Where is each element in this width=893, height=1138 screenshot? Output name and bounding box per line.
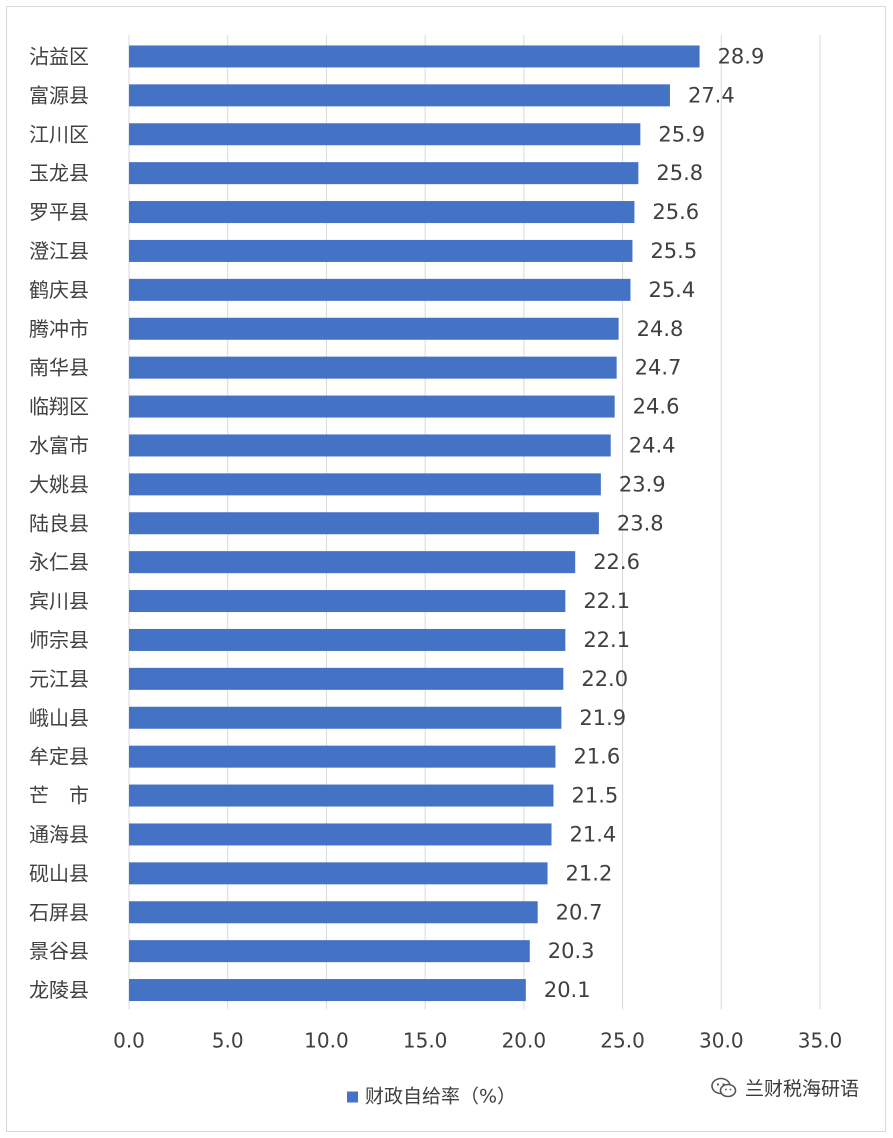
- data-label: 23.9: [619, 472, 666, 496]
- data-label: 25.8: [656, 161, 703, 185]
- bar: [129, 84, 670, 107]
- x-tick-label: 30.0: [699, 1029, 744, 1053]
- bar: [129, 628, 566, 651]
- category-label: 富源县: [29, 83, 89, 107]
- data-label: 24.6: [633, 395, 680, 419]
- data-label: 28.9: [718, 44, 765, 68]
- category-label: 永仁县: [29, 550, 89, 574]
- bar: [129, 862, 548, 885]
- data-label: 21.5: [571, 784, 618, 808]
- x-tick-label: 15.0: [403, 1029, 448, 1053]
- bar: [129, 201, 635, 224]
- bar: [129, 317, 619, 340]
- category-label: 元江县: [29, 667, 89, 691]
- data-label: 27.4: [688, 83, 735, 107]
- category-label: 砚山县: [29, 861, 89, 885]
- category-label: 江川区: [29, 122, 89, 146]
- wechat-icon: [711, 1077, 737, 1097]
- bar: [129, 123, 641, 146]
- data-label: 20.3: [548, 939, 595, 963]
- watermark-text: 兰财税海研语: [744, 1078, 859, 1100]
- category-label: 腾冲市: [29, 317, 89, 341]
- data-label: 22.0: [581, 667, 628, 691]
- category-label: 临翔区: [29, 395, 89, 419]
- bar: [129, 940, 530, 963]
- bar: [129, 162, 639, 185]
- data-label: 21.6: [573, 745, 620, 769]
- bar: [129, 434, 611, 457]
- legend-swatch: [347, 1091, 358, 1103]
- category-label: 芒 市: [29, 784, 89, 808]
- legend-label: 财政自给率（%）: [365, 1086, 516, 1108]
- data-label: 20.7: [556, 900, 603, 924]
- bar: [129, 239, 633, 262]
- x-tick-label: 10.0: [304, 1029, 349, 1053]
- bar: [129, 278, 631, 301]
- category-label: 澄江县: [29, 239, 89, 263]
- category-label: 通海县: [29, 822, 89, 846]
- bar: [129, 512, 599, 535]
- data-label: 23.8: [617, 511, 664, 535]
- bar: [129, 706, 562, 729]
- bar-chart: 沾益区 28.9 富源县 27.4 江川区 25.9 玉龙县 25.8 罗平县 25.6 澄江县 25…: [29, 35, 843, 1108]
- data-label: 20.1: [544, 978, 591, 1002]
- data-label: 25.5: [650, 239, 697, 263]
- data-label: 25.4: [648, 278, 695, 302]
- bar: [129, 979, 526, 1002]
- bar: [129, 356, 617, 379]
- category-label: 大姚县: [29, 472, 89, 496]
- category-label: 景谷县: [29, 939, 89, 963]
- bar: [129, 473, 601, 496]
- x-tick-label: 25.0: [600, 1029, 645, 1053]
- category-label: 南华县: [29, 356, 89, 380]
- bar: [129, 823, 552, 846]
- x-tick-label: 5.0: [212, 1029, 244, 1053]
- data-label: 21.4: [569, 822, 616, 846]
- category-label: 师宗县: [29, 628, 89, 652]
- x-tick-label: 35.0: [798, 1029, 843, 1053]
- data-label: 21.2: [566, 861, 613, 885]
- category-label: 龙陵县: [29, 978, 89, 1002]
- chart-frame: 沾益区 28.9 富源县 27.4 江川区 25.9 玉龙县 25.8 罗平县 25.6 澄江县 25…: [6, 6, 886, 1132]
- bar: [129, 745, 556, 768]
- x-tick-label: 0.0: [113, 1029, 145, 1053]
- category-label: 峨山县: [29, 706, 89, 730]
- category-label: 水富市: [29, 433, 89, 457]
- data-label: 22.1: [583, 589, 630, 613]
- data-label: 22.6: [593, 550, 640, 574]
- data-label: 24.4: [629, 433, 676, 457]
- category-label: 鹤庆县: [29, 278, 89, 302]
- category-label: 牟定县: [29, 745, 89, 769]
- category-label: 陆良县: [29, 511, 89, 535]
- data-label: 24.7: [635, 356, 682, 380]
- bar: [129, 667, 564, 690]
- category-label: 罗平县: [29, 200, 89, 224]
- bar: [129, 590, 566, 613]
- category-label: 石屏县: [29, 900, 89, 924]
- bar: [129, 901, 538, 924]
- category-label: 玉龙县: [29, 161, 89, 185]
- bar: [129, 784, 554, 807]
- bar: [129, 551, 576, 574]
- category-label: 宾川县: [29, 589, 89, 613]
- data-label: 22.1: [583, 628, 630, 652]
- category-label: 沾益区: [29, 44, 89, 68]
- x-tick-label: 20.0: [502, 1029, 547, 1053]
- data-label: 25.9: [658, 122, 705, 146]
- data-label: 21.9: [579, 706, 626, 730]
- data-label: 25.6: [652, 200, 699, 224]
- watermark: 兰财税海研语: [711, 1074, 859, 1101]
- bar: [129, 45, 700, 68]
- bar: [129, 395, 615, 418]
- data-label: 24.8: [637, 317, 684, 341]
